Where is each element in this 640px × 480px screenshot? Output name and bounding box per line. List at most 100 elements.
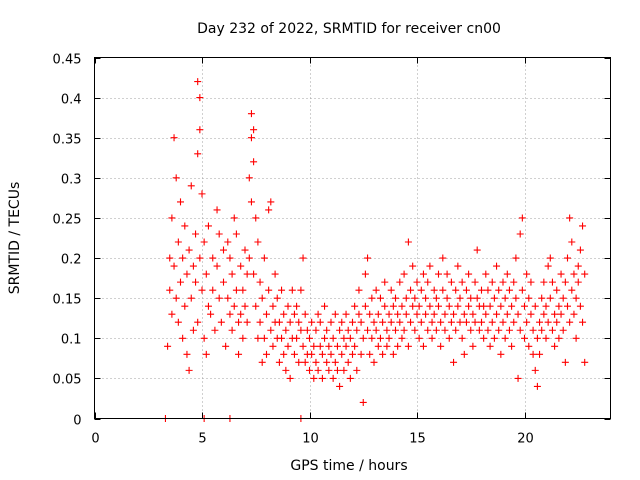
data-point bbox=[551, 310, 559, 318]
data-point bbox=[385, 310, 393, 318]
data-point bbox=[263, 350, 270, 358]
data-point bbox=[168, 214, 176, 222]
data-point bbox=[551, 342, 559, 350]
data-point bbox=[566, 318, 574, 326]
data-point bbox=[411, 326, 419, 334]
data-point bbox=[402, 294, 410, 302]
data-point bbox=[189, 326, 197, 334]
data-point bbox=[383, 342, 391, 350]
data-point bbox=[435, 302, 442, 310]
y-tick-label: 0.2 bbox=[61, 253, 82, 268]
data-point bbox=[544, 262, 552, 270]
data-point bbox=[224, 238, 232, 246]
data-point bbox=[323, 326, 331, 334]
y-tick-label: 0.1 bbox=[61, 333, 82, 348]
data-point bbox=[245, 254, 253, 262]
data-point bbox=[278, 286, 286, 294]
data-point bbox=[493, 310, 501, 318]
data-point bbox=[280, 310, 288, 318]
data-point bbox=[576, 302, 584, 310]
data-point bbox=[256, 278, 264, 286]
data-point bbox=[488, 318, 496, 326]
data-point bbox=[239, 334, 247, 342]
data-point bbox=[417, 318, 425, 326]
data-point bbox=[349, 318, 356, 326]
data-point bbox=[452, 286, 460, 294]
data-point bbox=[404, 342, 412, 350]
data-point bbox=[521, 334, 528, 342]
data-point bbox=[564, 254, 571, 262]
data-point bbox=[325, 342, 333, 350]
data-point bbox=[286, 374, 294, 382]
data-point bbox=[480, 302, 488, 310]
data-point bbox=[342, 342, 350, 350]
x-tick-label: 0 bbox=[91, 432, 99, 447]
data-point bbox=[471, 278, 479, 286]
data-point bbox=[505, 286, 513, 294]
data-point bbox=[174, 238, 182, 246]
data-point bbox=[531, 366, 539, 374]
data-point bbox=[381, 278, 389, 286]
data-point bbox=[495, 326, 503, 334]
data-point bbox=[488, 278, 496, 286]
data-point bbox=[211, 326, 219, 334]
data-point bbox=[286, 318, 294, 326]
data-point bbox=[166, 286, 174, 294]
data-point bbox=[456, 318, 464, 326]
data-point bbox=[422, 294, 430, 302]
data-point bbox=[413, 310, 421, 318]
data-point bbox=[321, 334, 329, 342]
data-point bbox=[525, 342, 533, 350]
y-tick-label: 0.35 bbox=[53, 133, 82, 148]
data-point bbox=[478, 318, 485, 326]
data-point bbox=[342, 310, 350, 318]
data-point bbox=[404, 238, 412, 246]
data-point bbox=[407, 286, 415, 294]
data-point bbox=[456, 294, 464, 302]
data-point bbox=[247, 198, 255, 206]
data-point bbox=[372, 326, 380, 334]
data-point bbox=[559, 326, 567, 334]
data-point bbox=[579, 318, 587, 326]
data-point bbox=[269, 302, 277, 310]
plot-frame bbox=[94, 57, 611, 419]
data-point bbox=[572, 294, 580, 302]
data-point bbox=[209, 286, 217, 294]
data-point bbox=[548, 326, 556, 334]
data-point bbox=[187, 294, 195, 302]
data-point bbox=[331, 310, 339, 318]
data-point bbox=[564, 302, 571, 310]
data-point bbox=[258, 294, 266, 302]
data-point bbox=[282, 326, 290, 334]
data-point bbox=[370, 318, 378, 326]
data-point bbox=[454, 302, 462, 310]
data-point bbox=[533, 334, 541, 342]
data-point bbox=[275, 318, 283, 326]
data-point bbox=[387, 318, 395, 326]
data-point bbox=[484, 326, 492, 334]
data-point bbox=[501, 294, 509, 302]
data-point bbox=[336, 326, 344, 334]
data-point bbox=[247, 110, 255, 118]
y-tick-label: 0.15 bbox=[53, 293, 82, 308]
data-point bbox=[497, 302, 505, 310]
data-point bbox=[409, 262, 417, 270]
data-point bbox=[430, 310, 438, 318]
data-point bbox=[469, 342, 477, 350]
data-point bbox=[482, 310, 490, 318]
data-point bbox=[570, 270, 578, 278]
data-point bbox=[490, 334, 498, 342]
data-point bbox=[392, 294, 399, 302]
data-point bbox=[422, 310, 430, 318]
data-point bbox=[172, 174, 180, 182]
data-point bbox=[514, 374, 522, 382]
data-point bbox=[220, 278, 227, 286]
data-point bbox=[426, 302, 434, 310]
data-point bbox=[568, 238, 576, 246]
data-point bbox=[359, 398, 367, 406]
data-point bbox=[499, 318, 507, 326]
data-point bbox=[183, 350, 191, 358]
data-point bbox=[523, 318, 531, 326]
data-point bbox=[385, 334, 393, 342]
data-point bbox=[430, 286, 438, 294]
